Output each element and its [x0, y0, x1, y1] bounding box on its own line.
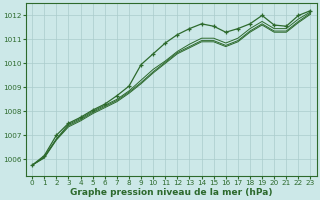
X-axis label: Graphe pression niveau de la mer (hPa): Graphe pression niveau de la mer (hPa) — [70, 188, 273, 197]
